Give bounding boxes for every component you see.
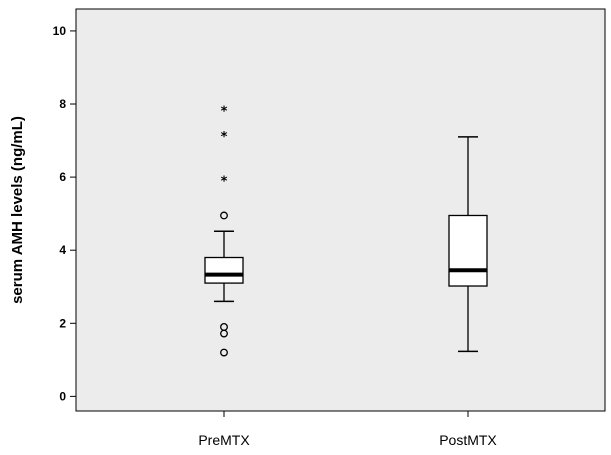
outlier-star: * — [221, 175, 228, 190]
plot-area — [75, 8, 606, 412]
y-axis-title: serum AMH levels (ng/mL) — [9, 116, 26, 304]
outlier-circle — [220, 329, 228, 338]
x-axis: PreMTX PostMTX — [198, 411, 497, 448]
y-tick-label: 2 — [59, 316, 66, 330]
outlier-star: * — [221, 105, 228, 120]
box-group: * * * — [204, 105, 488, 357]
box-iqr — [204, 256, 244, 284]
outlier-star: * — [221, 130, 228, 145]
box-postmtx — [448, 136, 488, 353]
y-tick-label: 0 — [59, 389, 66, 403]
outlier-circle — [220, 348, 228, 357]
y-tick-label: 8 — [59, 97, 66, 111]
y-tick-label: 10 — [53, 24, 67, 38]
y-tick-label: 6 — [59, 170, 66, 184]
box-premtx: * * * — [204, 105, 244, 357]
box-iqr — [448, 214, 488, 287]
x-tick-label: PreMTX — [198, 432, 250, 448]
outlier-circle — [220, 211, 228, 220]
x-tick-label: PostMTX — [439, 432, 497, 448]
y-tick-label: 4 — [59, 243, 66, 257]
y-axis: 0 2 4 6 8 10 — [53, 24, 76, 403]
